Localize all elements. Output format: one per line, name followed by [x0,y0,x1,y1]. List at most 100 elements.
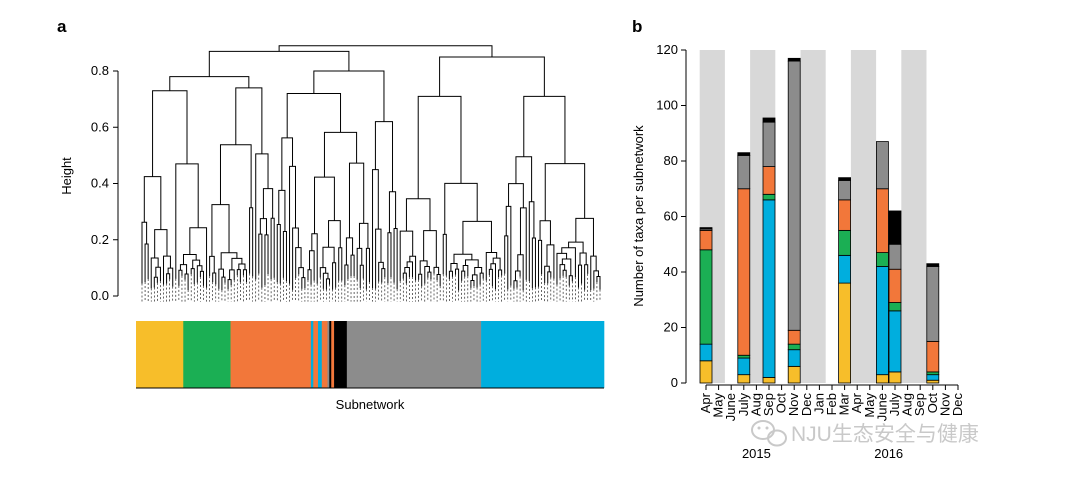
x-tick-label: June [723,393,738,421]
dendrogram-branch [490,263,496,290]
dendrogram-branch [374,121,394,192]
dendrogram-branch [505,205,512,286]
dendrogram-branch [338,247,343,281]
dendrogram-branch [418,273,423,287]
bar-segment-green [787,343,801,351]
dendrogram-branch [281,137,294,191]
dendrogram-branch [301,277,306,289]
bar-segment-grey [926,266,940,342]
dendrogram-branch [531,237,536,289]
bar-segment-yellow [737,374,751,384]
bar-segment-grey [876,141,889,190]
x-tick-label: Oct [925,393,940,414]
y-tick-label: 120 [656,42,678,57]
dendrogram-branch [479,272,484,285]
dendrogram-branch [485,252,498,281]
dendrogram-branch [199,270,204,286]
dendrogram-branch [544,265,550,284]
bar-segment-green [876,252,889,267]
x-tick-label: Sep [761,393,776,416]
x-tick-label: Apr [698,392,713,413]
color-bar-segment-grey [327,321,330,388]
dendrogram-branch [562,269,567,277]
dendrogram-branch [465,259,479,268]
y-tick-label: 0.0 [91,288,109,303]
bar-x-axis: AprMayJuneJulyAugSepOctNovDecJanFebMarAp… [698,384,965,421]
dendrogram-branch [311,233,318,284]
dendrogram-branch [423,230,437,268]
x-tick-label: Sep [912,393,927,416]
dendrogram-branch [561,247,576,278]
dendrogram-branch [231,257,243,270]
dendrogram-branch [546,244,555,279]
dendrogram-branch [596,276,601,290]
x-tick-label: Dec [950,393,965,417]
dendrogram-branch [314,176,335,234]
dendrogram-branch [417,95,462,199]
bar-segment-black [838,177,851,181]
dendrogram-branch [372,169,379,288]
dendrogram-branch [238,263,246,270]
bar-segment-green [888,302,902,312]
dendrogram-branch [278,45,493,57]
bar-segment-black [926,263,940,267]
dendrogram-branch [278,189,286,232]
dendrogram-branch [575,217,594,257]
dendrogram-branch [196,265,203,283]
dendrogram-branch [498,269,503,278]
x-tick-label: Feb [824,393,839,415]
dendrogram-leaf-lines [141,273,601,302]
bar-segment-grey [737,155,751,190]
dendrogram-branch [419,260,428,275]
year-labels: 2015 2016 [742,446,903,461]
dendrogram-branch [255,153,269,280]
dendrogram-branch [528,201,535,282]
dendrogram-branch [264,234,269,286]
x-tick-label: July [736,393,751,417]
dendrogram-branch [405,198,431,232]
dendrogram-branch [448,270,453,280]
dendrogram-branch [323,131,358,178]
bar-segment-green [699,249,713,345]
dendrogram-branch [189,227,208,288]
dendrogram-branch [439,56,545,97]
x-tick-label: Dec [799,393,814,417]
dendrogram-branch [144,243,149,282]
dendrogram-branch [163,255,171,285]
shaded-band [800,50,826,383]
x-tick-label: Nov [937,393,952,417]
dendrogram-branch [307,269,312,285]
dendrogram-branch [345,237,354,266]
bar-segment-grey [762,121,776,167]
dendrogram-branch [166,273,171,284]
y-tick-label: 0.6 [91,119,109,134]
bar-segment-black [762,117,776,123]
dendrogram-branch [292,227,299,290]
dendrogram-branch [182,253,197,265]
dendrogram-branch [517,254,524,291]
dendrogram-branch [387,232,392,284]
dendrogram-branch [282,231,287,282]
dendrogram-branch [577,264,583,288]
bar-segment-yellow [787,365,801,384]
dendrogram-x-title: Subnetwork [336,397,405,412]
dendrogram-branch [513,280,518,289]
dendrogram-branch [276,223,281,284]
color-bar-segment-green [183,321,231,388]
dendrogram-branch [442,233,447,276]
dendrogram-branch [471,274,478,288]
bar-segment-grey [888,243,902,270]
dendrogram-branch [375,228,382,289]
shaded-band [850,50,877,383]
bar-segment-orange [876,188,889,253]
dendrogram-branch [488,268,493,287]
dendrogram-branch [556,252,568,285]
dendrogram-branch [381,268,386,283]
dendrogram-branch [515,156,533,202]
dendrogram-branch [568,275,573,286]
dendrogram-branch [544,163,586,221]
bar-segment-yellow [699,360,713,384]
dendrogram-branch [359,264,364,288]
bar-segment-black [699,227,713,230]
y-tick-label: 0 [671,375,678,390]
